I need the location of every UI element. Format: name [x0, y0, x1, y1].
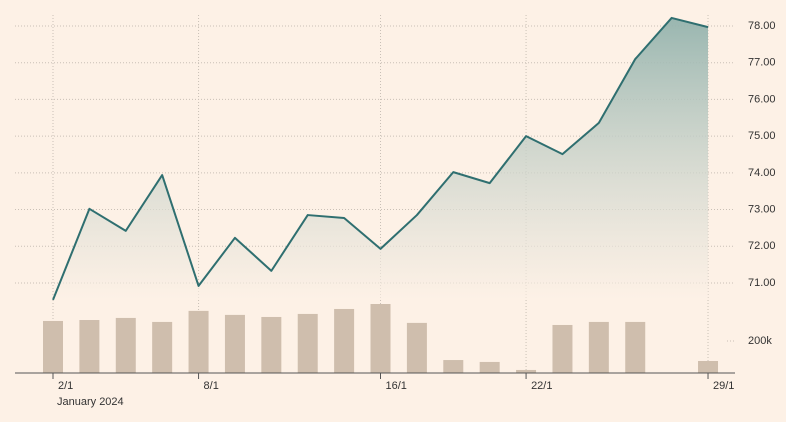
volume-bar — [188, 310, 209, 373]
volume-bar — [552, 324, 573, 373]
y2-tick-label: 200k — [748, 335, 772, 347]
volume-bar — [79, 320, 100, 373]
volume-bar — [334, 308, 355, 373]
volume-bar — [625, 321, 646, 373]
y-tick-label: 74.00 — [748, 167, 776, 179]
volume-bar — [588, 321, 609, 373]
volume-bar — [152, 321, 173, 373]
volume-bar — [115, 317, 136, 373]
volume-bar — [370, 304, 391, 373]
volume-bar — [479, 361, 500, 373]
volume-bar — [297, 313, 318, 373]
x-tick-label: 8/1 — [204, 380, 219, 392]
y-tick-label: 76.00 — [748, 93, 776, 105]
y-tick-label: 77.00 — [748, 57, 776, 69]
volume-bar — [698, 360, 719, 373]
volume-bar — [443, 360, 464, 373]
volume-bar — [43, 320, 63, 373]
price-line — [52, 16, 709, 301]
volume-bar — [516, 369, 537, 373]
area-fill — [53, 17, 709, 300]
x-tick-label: 29/1 — [713, 380, 734, 392]
x-tick-label: 2/1 — [58, 380, 73, 392]
x-tick-label: 16/1 — [386, 380, 407, 392]
y-tick-label: 72.00 — [748, 240, 776, 252]
y-tick-label: 75.00 — [748, 130, 776, 142]
y-tick-label: 71.00 — [748, 277, 776, 289]
x-sublabel: January 2024 — [57, 396, 124, 408]
volume-bar — [261, 316, 282, 373]
volume-bar — [224, 314, 245, 373]
y-tick-label: 73.00 — [748, 203, 776, 215]
x-tick-label: 22/1 — [531, 380, 552, 392]
volume-bar — [406, 322, 427, 373]
y-tick-label: 78.00 — [748, 20, 776, 32]
